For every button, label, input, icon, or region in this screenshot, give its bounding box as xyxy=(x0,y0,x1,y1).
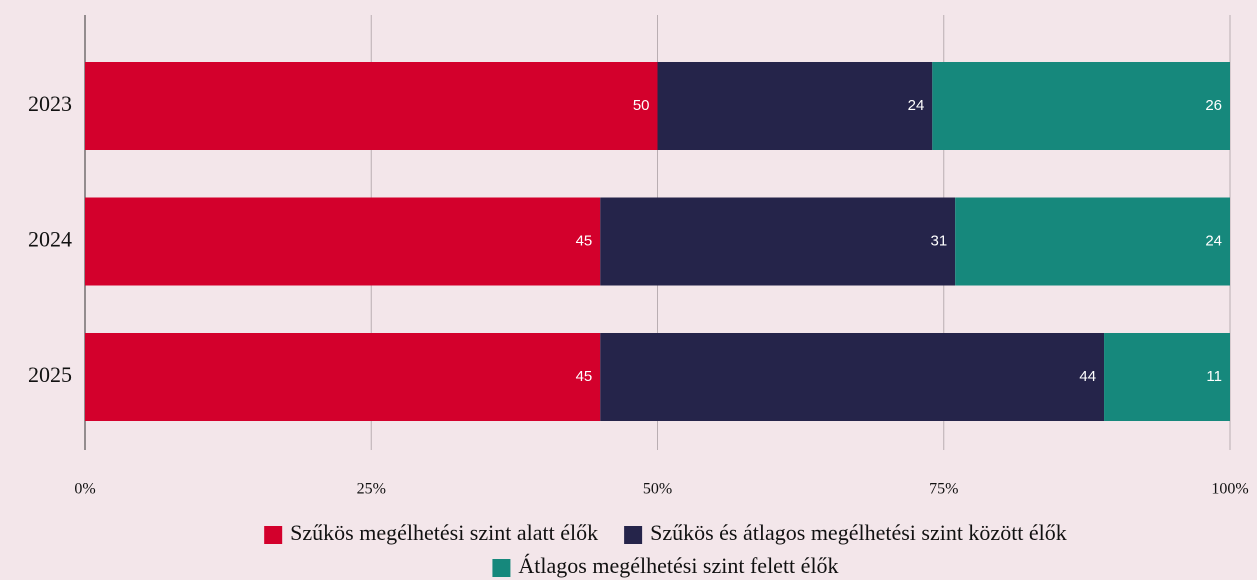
bar-segment xyxy=(657,62,933,150)
x-tick-label: 100% xyxy=(1211,481,1248,498)
bar-segment xyxy=(85,62,658,150)
value-label: 44 xyxy=(1079,368,1096,385)
bar-segment xyxy=(932,62,1230,150)
value-label: 45 xyxy=(576,368,593,385)
x-tick-label: 50% xyxy=(643,481,672,498)
bar-segment xyxy=(85,333,601,421)
x-tick-label: 0% xyxy=(74,481,95,498)
value-label: 24 xyxy=(1205,232,1222,249)
bar-segment xyxy=(85,197,601,286)
legend-swatch xyxy=(264,526,283,544)
y-tick-label: 2025 xyxy=(28,362,72,387)
bar-segment xyxy=(600,333,1105,421)
value-label: 24 xyxy=(908,97,925,114)
x-tick-label: 25% xyxy=(357,481,386,498)
value-label: 31 xyxy=(931,232,948,249)
y-tick-label: 2023 xyxy=(28,91,72,116)
value-label: 50 xyxy=(633,97,650,114)
legend-label: Szűkös megélhetési szint alatt élők xyxy=(290,520,598,545)
value-label: 11 xyxy=(1206,368,1222,385)
x-tick-label: 75% xyxy=(929,481,958,498)
value-label: 45 xyxy=(576,232,593,249)
y-tick-label: 2024 xyxy=(28,227,72,252)
bar-segment xyxy=(1104,333,1230,421)
legend-label: Szűkös és átlagos megélhetési szint közö… xyxy=(650,520,1067,545)
legend-label: Átlagos megélhetési szint felett élők xyxy=(518,553,838,578)
bar-segment xyxy=(955,197,1230,286)
value-label: 26 xyxy=(1205,97,1222,114)
legend-swatch xyxy=(492,559,511,577)
bar-segment xyxy=(600,197,956,286)
legend-swatch xyxy=(624,526,643,544)
